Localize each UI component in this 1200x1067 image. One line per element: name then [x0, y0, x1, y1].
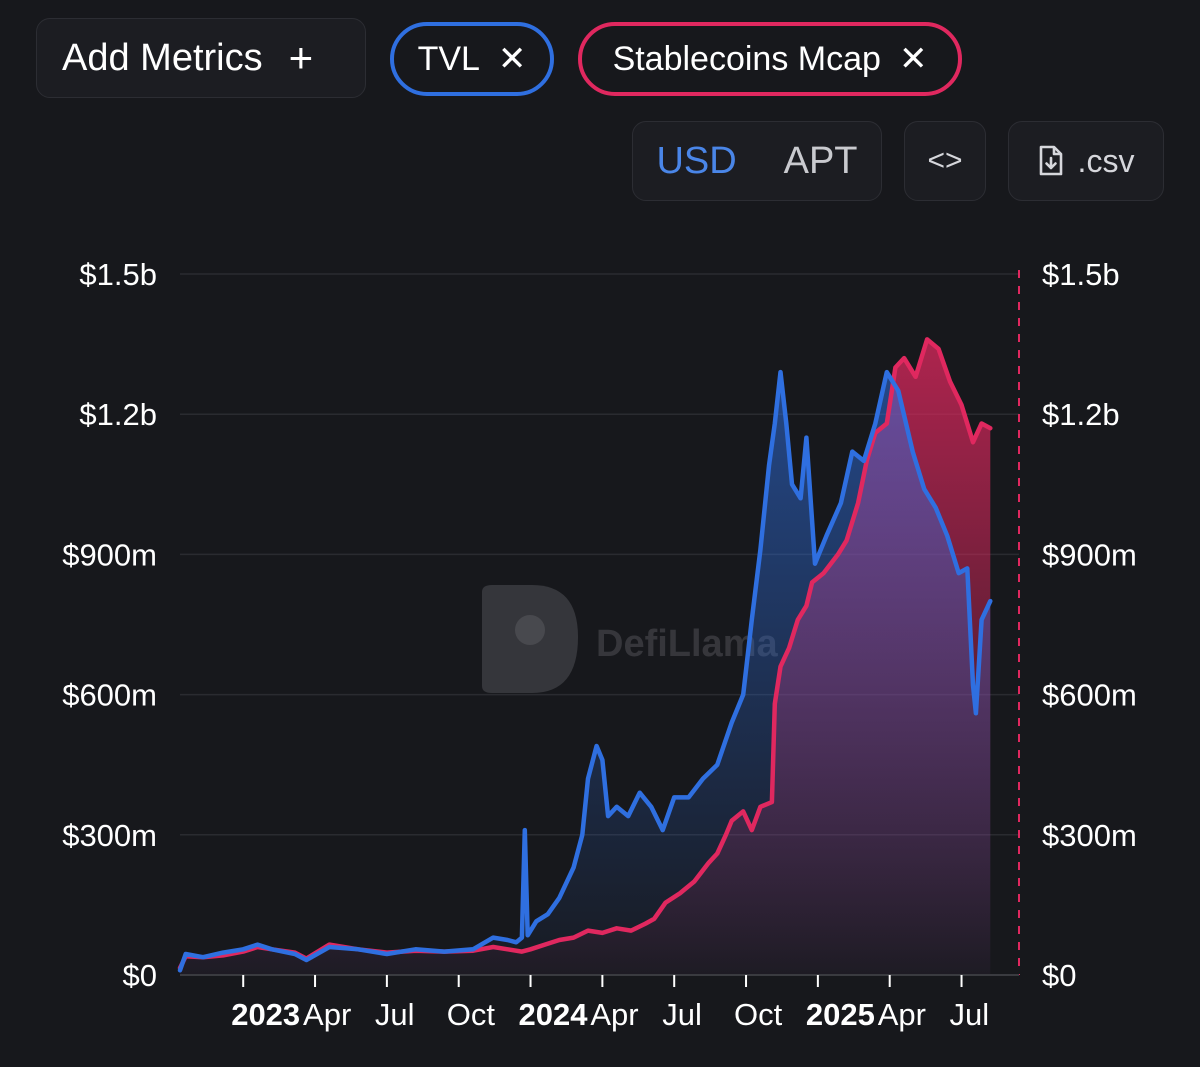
right-y-tick-label: $1.2b — [1042, 397, 1120, 432]
series-layer — [177, 337, 993, 976]
x-tick-label: Jul — [950, 997, 990, 1032]
plus-icon: + — [288, 34, 314, 81]
x-tick-label: Apr — [590, 997, 638, 1032]
tvl-metric-chip[interactable]: TVL ✕ — [390, 22, 554, 96]
x-tick-label: Jul — [375, 997, 415, 1032]
currency-option-apt[interactable]: APT — [783, 139, 858, 182]
stablecoins-chip-label: Stablecoins Mcap — [612, 39, 881, 78]
add-metrics-button[interactable]: Add Metrics + — [36, 18, 366, 98]
right-y-tick-label: $900m — [1042, 537, 1137, 572]
defillama-watermark: DefiLlama — [482, 585, 778, 693]
left-y-tick-label: $0 — [123, 958, 157, 993]
currency-toggle: USD APT — [632, 121, 882, 201]
left-y-tick-label: $1.2b — [79, 397, 157, 432]
series-area-tvl — [180, 372, 991, 976]
right-y-tick-label: $300m — [1042, 818, 1137, 853]
download-csv-button[interactable]: .csv — [1008, 121, 1164, 201]
csv-label: .csv — [1077, 142, 1135, 179]
x-tick-label: 2025 — [806, 997, 875, 1032]
embed-button[interactable]: <> — [904, 121, 986, 201]
right-y-tick-label: $1.5b — [1042, 257, 1120, 292]
stablecoins-mcap-metric-chip[interactable]: Stablecoins Mcap ✕ — [578, 22, 962, 96]
file-download-icon — [1039, 145, 1062, 176]
axes: $0 $300m $600m $900m $1.2b $1.5b $0 $300m $600m $… — [62, 257, 1137, 1032]
close-icon[interactable]: ✕ — [898, 40, 928, 78]
left-y-tick-label: $300m — [62, 818, 157, 853]
left-y-tick-label: $900m — [62, 537, 157, 572]
x-tick-label: Oct — [447, 997, 496, 1032]
x-tick-label: Jul — [662, 997, 702, 1032]
series-line-tvl[interactable] — [177, 369, 993, 973]
x-tick-label: Apr — [303, 997, 351, 1032]
x-tick-label: Oct — [734, 997, 783, 1032]
tvl-chip-label: TVL — [417, 39, 480, 78]
x-tick-label: 2023 — [231, 997, 300, 1032]
currency-option-usd[interactable]: USD — [656, 139, 737, 182]
close-icon[interactable]: ✕ — [497, 40, 527, 78]
x-tick-label: 2024 — [519, 997, 589, 1032]
add-metrics-label: Add Metrics — [62, 36, 263, 79]
code-brackets-icon: <> — [927, 144, 963, 177]
right-y-tick-label: $600m — [1042, 678, 1137, 713]
right-y-tick-label: $0 — [1042, 958, 1076, 993]
x-tick-label: Apr — [878, 997, 926, 1032]
left-y-tick-label: $600m — [62, 678, 157, 713]
left-y-tick-label: $1.5b — [79, 257, 157, 292]
